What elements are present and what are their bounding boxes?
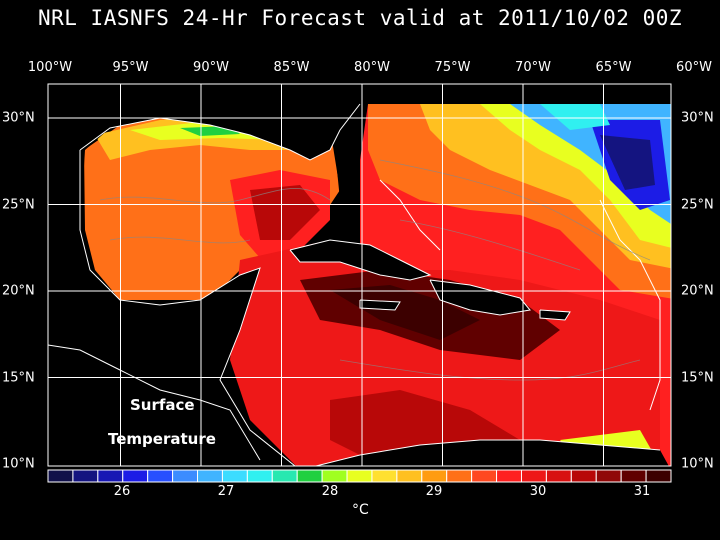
colorbar-swatch bbox=[122, 469, 149, 483]
latitude-label-left: 25°N bbox=[2, 197, 35, 212]
colorbar-swatch bbox=[197, 469, 223, 483]
longitude-label: 90°W bbox=[193, 60, 229, 75]
latitude-label-right: 25°N bbox=[681, 197, 714, 212]
colorbar-swatch bbox=[595, 469, 622, 483]
colorbar-swatch bbox=[471, 469, 498, 483]
longitude-label: 70°W bbox=[515, 60, 551, 75]
colorbar-tick: 29 bbox=[425, 484, 443, 499]
colorbar-tick: 31 bbox=[633, 484, 651, 499]
colorbar-swatch bbox=[271, 469, 298, 483]
longitude-label: 60°W bbox=[676, 60, 712, 75]
latitude-label-right: 10°N bbox=[681, 456, 714, 472]
coastlines bbox=[48, 103, 661, 466]
latitude-label-right: 30°N bbox=[681, 110, 714, 126]
map-title: NRL IASNFS 24-Hr Forecast valid at 2011/… bbox=[37, 6, 682, 30]
colorbar-swatch bbox=[545, 469, 572, 483]
colorbar-swatch bbox=[47, 469, 74, 483]
isotherm-contours bbox=[99, 159, 651, 381]
map-frame bbox=[47, 83, 672, 467]
colorbar-swatch bbox=[371, 469, 398, 483]
land-masses bbox=[48, 84, 669, 466]
longitude-label: 80°W bbox=[354, 60, 390, 75]
latitude-label-left: 10°N bbox=[2, 456, 35, 472]
colorbar-swatch bbox=[321, 469, 348, 483]
longitude-label: 75°W bbox=[434, 60, 471, 75]
colorbar-swatch bbox=[570, 469, 597, 483]
longitude-label: 65°W bbox=[595, 60, 632, 75]
colorbar-swatch bbox=[645, 469, 672, 483]
colorbar-swatch bbox=[246, 469, 273, 483]
longitude-label: 95°W bbox=[112, 60, 149, 75]
colorbar-swatch bbox=[496, 469, 522, 483]
colorbar-tick: 26 bbox=[113, 484, 131, 499]
colorbar-swatch bbox=[620, 469, 647, 483]
graticule bbox=[48, 84, 671, 466]
colorbar-swatch bbox=[421, 469, 448, 483]
latitude-label-right: 20°N bbox=[681, 283, 714, 299]
colorbar-swatch bbox=[147, 469, 174, 483]
colorbar-tick: 28 bbox=[321, 484, 339, 499]
colorbar-swatch bbox=[221, 469, 248, 483]
latitude-label-left: 30°N bbox=[2, 110, 35, 126]
colorbar-tick: 30 bbox=[529, 484, 547, 499]
colorbar-tick: 27 bbox=[217, 484, 235, 499]
colorbar-swatch bbox=[97, 469, 124, 483]
latitude-label-right: 15°N bbox=[681, 370, 714, 385]
colorbar-swatch bbox=[520, 469, 547, 483]
colorbar-swatch bbox=[346, 469, 373, 483]
colorbar-swatch bbox=[396, 469, 423, 483]
annotation-temperature: Temperature bbox=[108, 430, 216, 448]
colorbar-swatch bbox=[172, 469, 199, 483]
colorbar bbox=[47, 469, 672, 483]
latitude-label-left: 20°N bbox=[2, 283, 35, 299]
colorbar-swatch bbox=[446, 469, 473, 483]
colorbar-swatch bbox=[72, 469, 99, 483]
annotation-surface: Surface bbox=[130, 396, 195, 414]
colorbar-swatch bbox=[296, 469, 323, 483]
longitude-label: 85°W bbox=[273, 60, 310, 75]
colorbar-unit: °C bbox=[352, 502, 369, 518]
longitude-label: 100°W bbox=[27, 60, 73, 75]
latitude-label-left: 15°N bbox=[2, 370, 35, 385]
